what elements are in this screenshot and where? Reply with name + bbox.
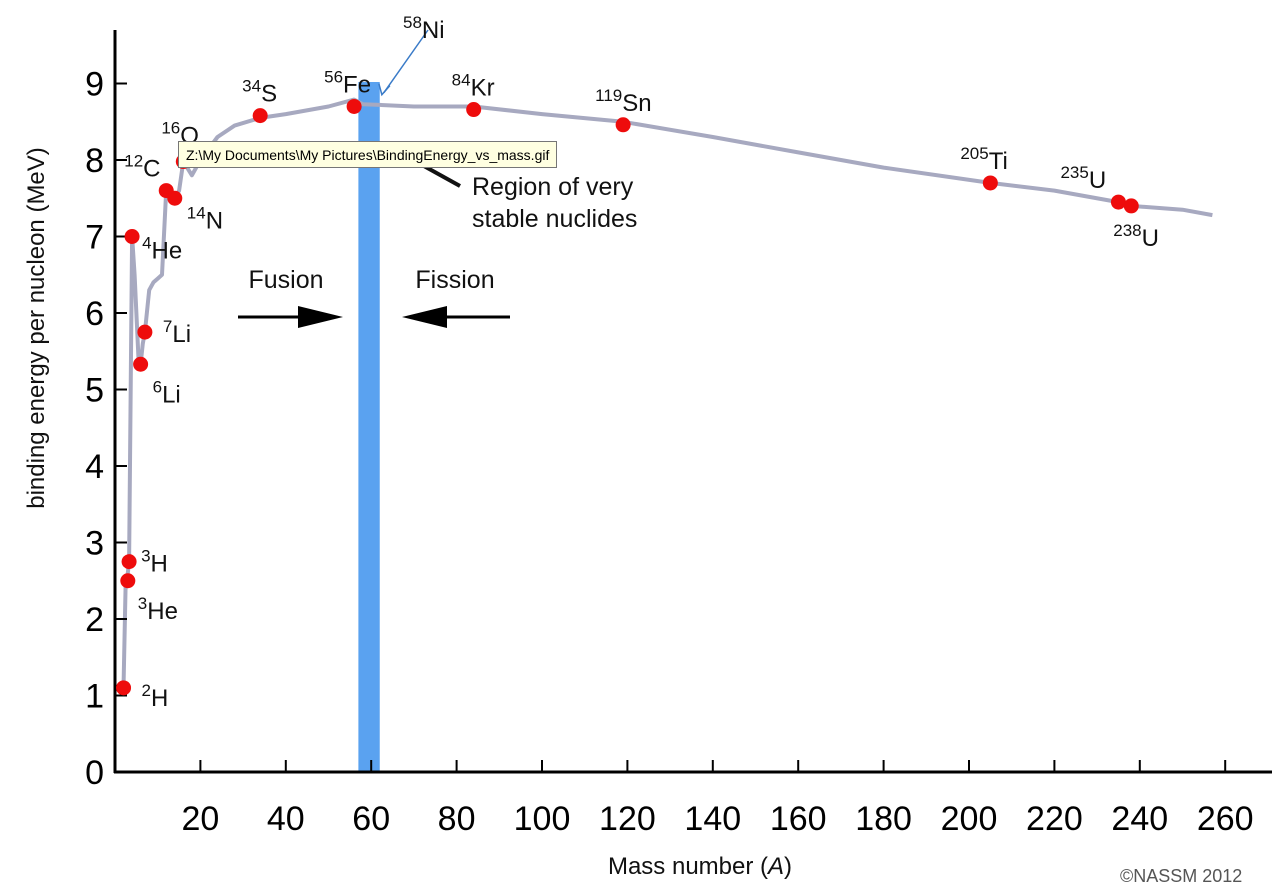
y-tick-label: 8 xyxy=(85,142,104,180)
nuclide-point xyxy=(1123,198,1139,214)
y-axis-title: binding energy per nucleon (MeV) xyxy=(23,147,50,509)
nuclide-point xyxy=(167,190,183,206)
x-tick-label: 200 xyxy=(941,800,998,838)
stable-region-text-1: Region of very xyxy=(472,173,634,201)
y-tick-label: 3 xyxy=(85,525,104,563)
y-tick-label: 6 xyxy=(85,295,104,333)
nuclide-point xyxy=(615,117,631,133)
nuclide-point xyxy=(982,175,998,191)
nuclide-label: 56Fe xyxy=(324,67,371,98)
nuclide-points xyxy=(116,98,1139,696)
nuclide-label: 12C xyxy=(124,152,160,183)
curve-line xyxy=(121,97,1213,688)
x-tick-label: 180 xyxy=(855,800,912,838)
nuclide-label: 119Sn xyxy=(595,86,651,117)
nuclide-label: 14N xyxy=(187,203,223,234)
x-tick-label: 100 xyxy=(514,800,571,838)
fission-arrow-head xyxy=(402,306,447,328)
stable-region-band xyxy=(358,82,380,772)
file-path-tooltip: Z:\My Documents\My Pictures\BindingEnerg… xyxy=(178,141,558,168)
binding-energy-curve xyxy=(121,97,1213,688)
nuclide-label: 7Li xyxy=(163,317,191,348)
x-tick-label: 140 xyxy=(684,800,741,838)
ni-leader-arrowhead xyxy=(378,83,391,97)
nuclide-label: 235U xyxy=(1060,163,1106,194)
y-tick-label: 0 xyxy=(85,754,104,792)
x-tick-label: 240 xyxy=(1111,800,1168,838)
nuclide-label: 34S xyxy=(242,77,277,108)
y-tick-label: 5 xyxy=(85,372,104,410)
fusion-label: Fusion xyxy=(248,266,323,294)
nuclide-point xyxy=(252,108,268,124)
nuclide-label: 6Li xyxy=(153,377,181,408)
x-tick-label: 80 xyxy=(438,800,476,838)
nuclide-point xyxy=(116,680,132,696)
x-tick-label: 20 xyxy=(181,800,219,838)
y-tick-label: 2 xyxy=(85,601,104,639)
nuclide-point xyxy=(133,356,149,372)
y-tick-label: 9 xyxy=(85,66,104,104)
nuclide-label: 3H xyxy=(141,547,168,578)
x-tick-label: 220 xyxy=(1026,800,1083,838)
axes: 0 1 2 3 4 5 6 7 8 9 20 40 60 80 100 120 140 160 180 200 220 2… xyxy=(23,30,1272,880)
x-tick-label: 260 xyxy=(1197,800,1254,838)
nuclide-label: 3He xyxy=(138,594,178,625)
copyright-text: ©NASSM 2012 xyxy=(1120,866,1243,886)
nuclide-label: 238U xyxy=(1113,221,1159,252)
y-tick-label: 1 xyxy=(85,678,104,716)
ni-leader-line xyxy=(383,29,429,94)
fission-label: Fission xyxy=(415,266,494,294)
nuclide-label: 205Ti xyxy=(960,144,1007,175)
nuclide-point xyxy=(1110,194,1126,210)
x-tick-label: 40 xyxy=(267,800,305,838)
x-axis-title: Mass number (A) xyxy=(608,853,792,880)
x-tick-label: 60 xyxy=(352,800,390,838)
fusion-arrow-head xyxy=(298,306,343,328)
nuclide-point xyxy=(121,554,137,570)
x-tick-label: 120 xyxy=(599,800,656,838)
nuclide-label: 84Kr xyxy=(452,71,495,102)
nuclide-point xyxy=(124,229,140,244)
nuclide-point xyxy=(346,98,362,114)
nuclide-label: 4He xyxy=(142,234,182,265)
stable-band-rect xyxy=(358,82,380,772)
annotations: Region of very stable nuclides Fusion Fissi… xyxy=(238,29,637,328)
x-tick-label: 160 xyxy=(770,800,827,838)
stable-region-text-2: stable nuclides xyxy=(472,205,637,233)
y-tick-label: 7 xyxy=(85,219,104,257)
nuclide-point xyxy=(466,102,482,118)
nuclide-label: 2H xyxy=(142,681,169,712)
y-tick-label: 4 xyxy=(85,448,104,486)
nuclide-point xyxy=(137,324,153,340)
ni-label: 58Ni xyxy=(403,13,445,44)
nuclide-point xyxy=(120,573,136,589)
